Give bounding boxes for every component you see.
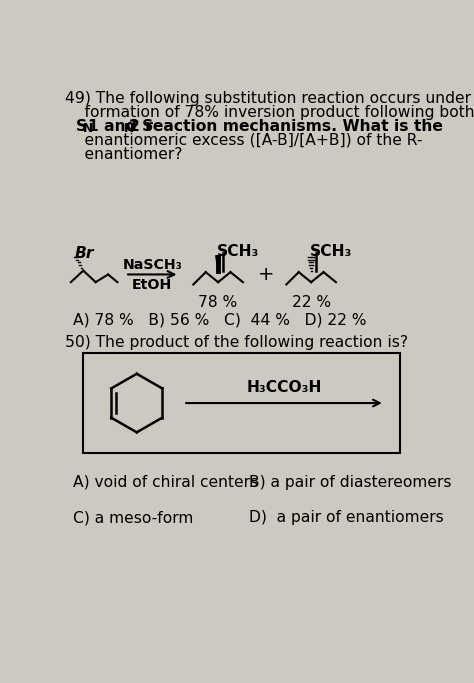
- Bar: [82, 353, 400, 453]
- Text: C) a meso-form: C) a meso-form: [73, 510, 193, 525]
- Text: D)  a pair of enantiomers: D) a pair of enantiomers: [249, 510, 444, 525]
- Text: 49) The following substitution reaction occurs under: 49) The following substitution reaction …: [65, 92, 472, 106]
- Text: NaSCH₃: NaSCH₃: [122, 258, 182, 272]
- Text: formation of 78% inversion product following both,: formation of 78% inversion product follo…: [65, 105, 474, 120]
- Text: Br: Br: [75, 246, 94, 261]
- Text: enantiomer?: enantiomer?: [65, 147, 183, 162]
- Text: 78 %: 78 %: [199, 295, 238, 310]
- Text: A) void of chiral centers: A) void of chiral centers: [73, 475, 258, 490]
- Text: +: +: [258, 265, 274, 284]
- Text: 22 %: 22 %: [292, 295, 331, 310]
- Text: 50) The product of the following reaction is?: 50) The product of the following reactio…: [65, 335, 409, 350]
- Text: S: S: [76, 119, 88, 134]
- Polygon shape: [215, 255, 221, 269]
- Text: 1 and S: 1 and S: [88, 119, 153, 134]
- Text: N: N: [83, 122, 93, 135]
- Text: EtOH: EtOH: [132, 278, 173, 292]
- Text: A) 78 %   B) 56 %   C)  44 %   D) 22 %: A) 78 % B) 56 % C) 44 % D) 22 %: [73, 313, 367, 328]
- Text: B) a pair of diastereomers: B) a pair of diastereomers: [249, 475, 452, 490]
- Text: N: N: [124, 122, 135, 135]
- Text: 2 reaction mechanisms. What is the: 2 reaction mechanisms. What is the: [129, 119, 443, 134]
- Text: H₃CCO₃H: H₃CCO₃H: [246, 380, 322, 395]
- Text: enantiomeric excess ([A-B]/[A+B]) of the R-: enantiomeric excess ([A-B]/[A+B]) of the…: [65, 133, 423, 148]
- Text: SCH₃: SCH₃: [310, 244, 352, 259]
- Text: SCH₃: SCH₃: [217, 244, 259, 259]
